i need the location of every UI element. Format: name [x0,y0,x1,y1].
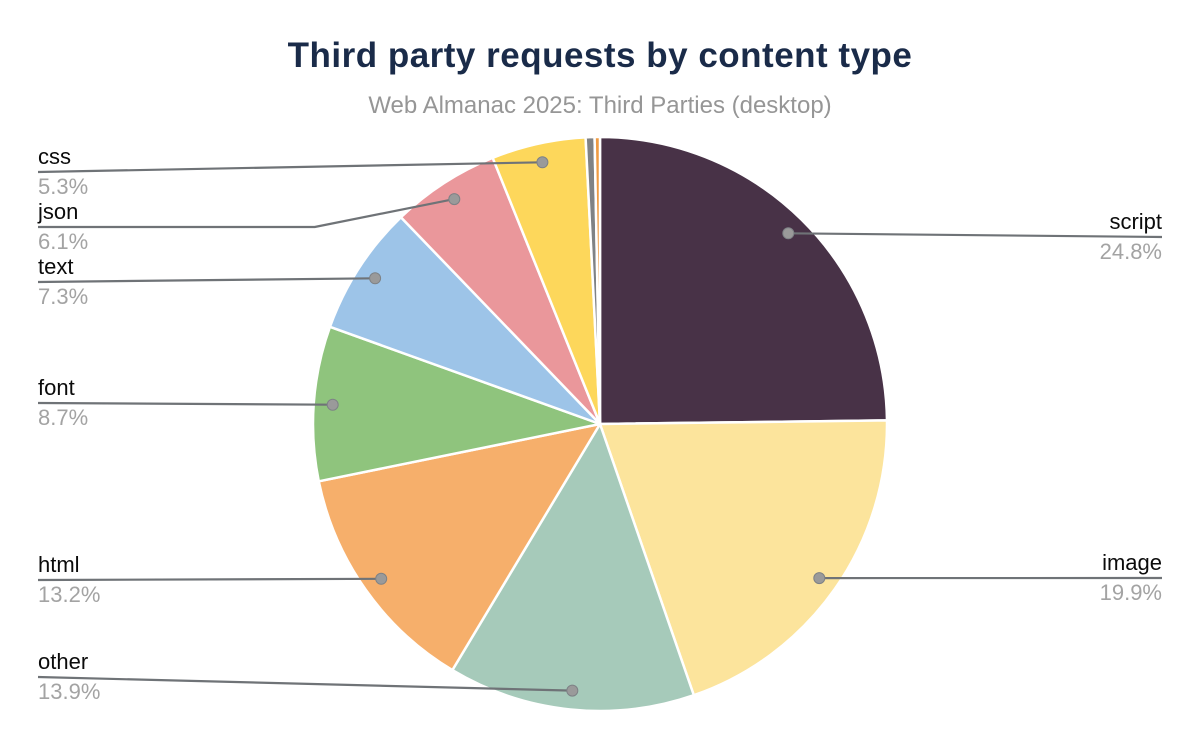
leader-dot-json [448,193,461,206]
leader-line-other [37,675,573,692]
leader-line-script [788,232,1163,239]
leader-dot-html [375,572,388,585]
leader-dot-text [369,272,382,285]
pie-slice-other[interactable] [451,422,696,713]
pie-slice-script[interactable] [598,135,889,426]
leader-dot-font [326,398,339,411]
pie-slice-font[interactable] [311,325,602,483]
chart-title: Third party requests by content type [287,36,913,75]
leader-dot-script [782,227,795,240]
pie-slice-unlabeled-9[interactable] [593,135,602,426]
leader-line-text [37,277,376,284]
leader-dot-css [536,156,549,169]
leader-dot-other [566,684,579,697]
pie-slice-html[interactable] [317,422,602,672]
leader-line-json [38,198,455,229]
leader-line-css [37,161,543,174]
pie-slice-image[interactable] [598,419,889,697]
leader-dot-image [813,572,826,585]
pie-slice-text[interactable] [328,216,602,426]
leader-line-font [37,401,333,406]
leader-line-html [37,577,382,582]
chart-subtitle: Web Almanac 2025: Third Parties (desktop… [368,92,832,119]
